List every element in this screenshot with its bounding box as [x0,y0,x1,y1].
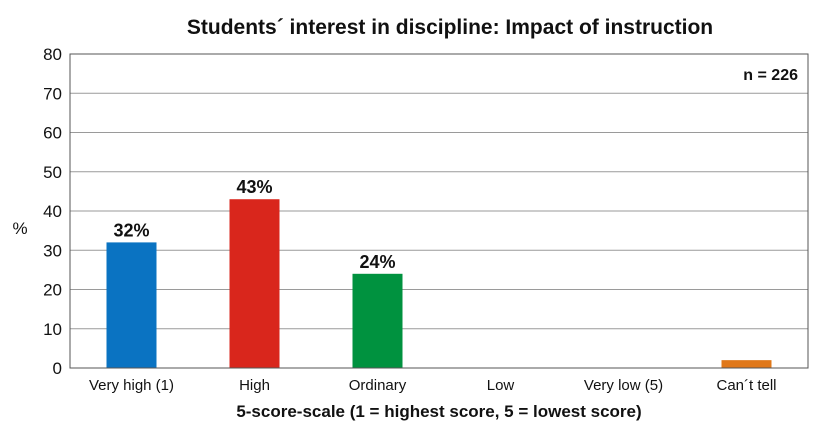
y-tick-label: 10 [43,320,62,339]
x-tick-label: Very low (5) [584,377,663,394]
sample-size-annotation: n = 226 [743,67,798,84]
y-tick-label: 40 [43,202,62,221]
chart-title: Students´ interest in discipline: Impact… [187,16,713,39]
y-tick-label: 20 [43,281,62,300]
y-tick-label: 0 [53,359,62,378]
bar [721,360,772,368]
y-axis-label: % [12,219,27,238]
data-labels: 32% 43% 24% [113,177,395,272]
x-axis-label: 5-score-scale (1 = highest score, 5 = lo… [236,402,641,421]
y-tick-label: 70 [43,84,62,103]
data-label: 24% [359,252,395,272]
x-tick-label: Can´t tell [716,377,776,394]
grid-lines [70,53,808,369]
x-tick-label: Very high (1) [89,377,174,394]
bar [229,199,280,368]
x-tick-label: Ordinary [349,377,407,394]
y-tick-label: 80 [43,45,62,64]
data-label: 43% [236,177,272,197]
bar [106,242,157,368]
x-axis-categories: Very high (1) High Ordinary Low Very low (5)… [89,377,777,394]
data-label: 32% [113,220,149,240]
x-tick-label: High [239,377,270,394]
plot-area-border [69,53,809,369]
x-tick-label: Low [487,377,515,394]
bars [106,199,772,368]
y-tick-label: 50 [43,163,62,182]
y-tick-label: 30 [43,241,62,260]
y-tick-label: 60 [43,124,62,143]
bar [352,273,403,368]
y-axis-ticks: 0 10 20 30 40 50 60 70 80 [43,45,62,378]
